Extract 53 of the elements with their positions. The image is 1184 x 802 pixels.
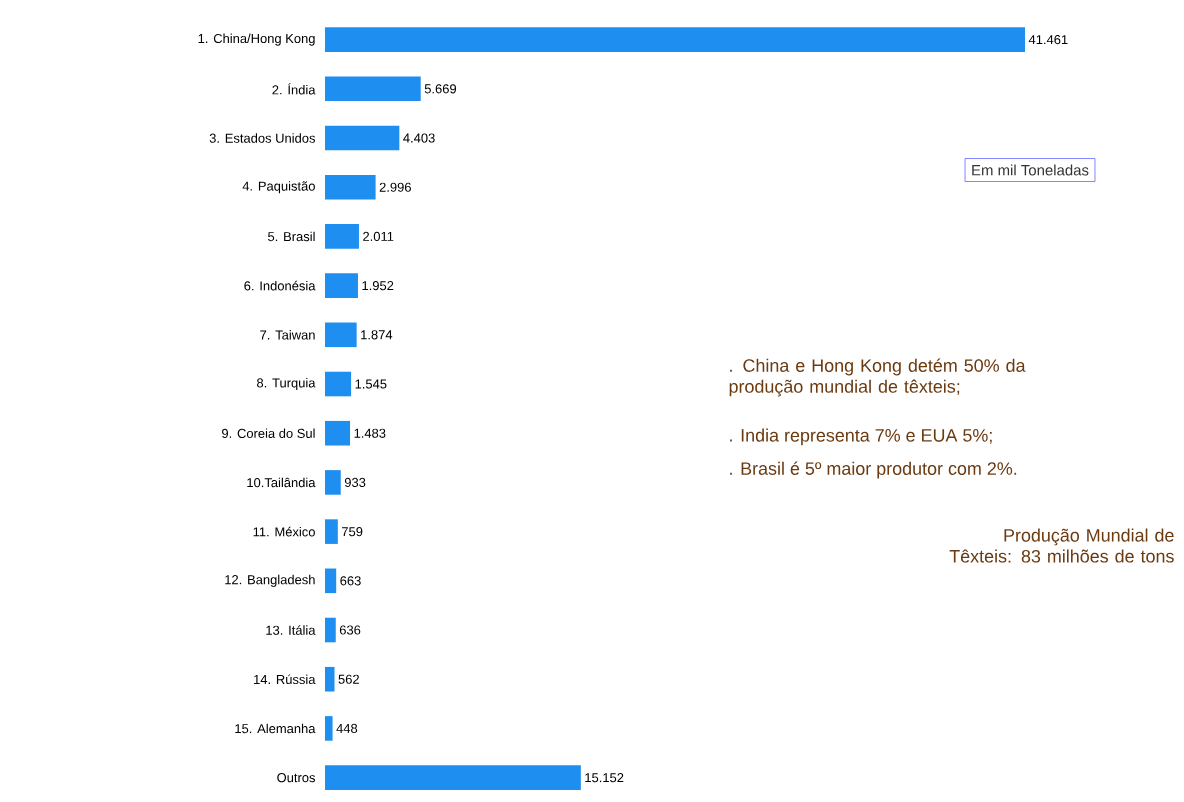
data-label: 759 [342,526,363,537]
data-label: 562 [338,674,359,684]
bar [325,568,337,594]
y-tick-label: Outros [277,772,316,783]
bar [325,125,400,151]
bar [325,420,351,446]
bar [325,174,376,200]
y-tick-label: 8. Turquia [257,377,316,390]
y-tick-label: 9. Coreia do Sul [222,428,315,438]
annotation: Em mil Toneladas [972,164,1089,176]
bar [325,765,581,790]
bar [325,224,359,249]
data-label: 663 [340,576,361,586]
bar [325,716,333,741]
bar [325,273,358,298]
annotation: . Brasil é 5º maior produtor com 2%. [730,461,1017,479]
data-label: 5.669 [424,84,457,94]
bar [325,371,352,397]
y-tick-label: 2. Índia [272,83,316,95]
bar [325,76,421,102]
y-tick-label: 7. Taiwan [260,329,315,340]
y-tick-label: 1. China/Hong Kong [198,33,315,46]
y-tick-label: 12. Bangladesh [225,574,315,587]
data-label: 15.152 [585,772,624,783]
y-tick-label: 3. Estados Unidos [209,133,316,143]
y-tick-label: 4. Paquistão [242,181,315,194]
y-tick-label: 13. Itália [266,625,316,635]
y-tick-label: 14. Rússia [254,674,316,684]
bar [325,617,336,643]
annotation: . India representa 7% e EUA 5%; [730,428,992,446]
annotation: . China e Hong Kong detém 50% da produção mundial de têxteis; [729,358,1026,397]
data-label: 1.952 [362,280,394,291]
data-label: 4.403 [403,133,435,143]
data-label: 1.874 [361,330,393,340]
y-tick-label: 10.Tailândia [247,477,316,488]
bar [325,27,1026,52]
bar [325,519,338,544]
data-label: 636 [339,625,361,635]
bar [325,470,341,495]
y-tick-label: 5. Brasil [268,231,315,242]
data-label: 933 [344,477,366,487]
data-label: 41.461 [1028,34,1068,45]
data-label: 2.011 [363,231,394,241]
y-tick-label: 6. Indonésia [244,280,316,291]
data-label: 2.996 [379,182,411,192]
data-label: 1.483 [354,428,386,438]
y-tick-label: 15. Alemanha [235,723,316,734]
data-label: 1.545 [355,379,387,389]
y-tick-label: 11. México [253,526,315,537]
bar [325,322,357,348]
bar [325,666,335,692]
data-label: 448 [336,723,358,733]
annotation: Produção Mundial de Têxteis: 83 milhões de tons [949,528,1174,563]
